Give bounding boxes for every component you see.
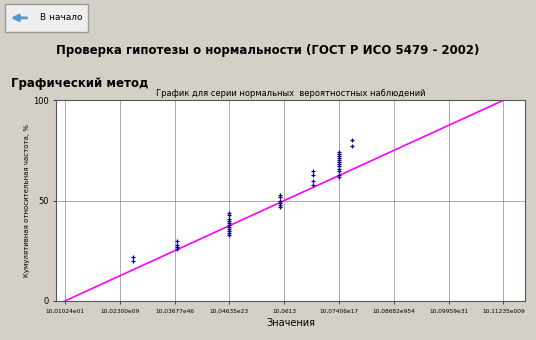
FancyArrowPatch shape [14,15,27,21]
Text: В начало: В начало [40,13,83,22]
X-axis label: Значения: Значения [266,318,315,328]
Text: Графический метод: Графический метод [11,77,148,90]
FancyBboxPatch shape [5,3,88,32]
Y-axis label: Кумулятивная относительная частота, %: Кумулятивная относительная частота, % [24,124,30,277]
Title: График для серии нормальных  вероятностных наблюдений: График для серии нормальных вероятностны… [156,89,426,98]
Text: Проверка гипотезы о нормальности (ГОСТ Р ИСО 5479 - 2002): Проверка гипотезы о нормальности (ГОСТ Р… [56,44,480,57]
